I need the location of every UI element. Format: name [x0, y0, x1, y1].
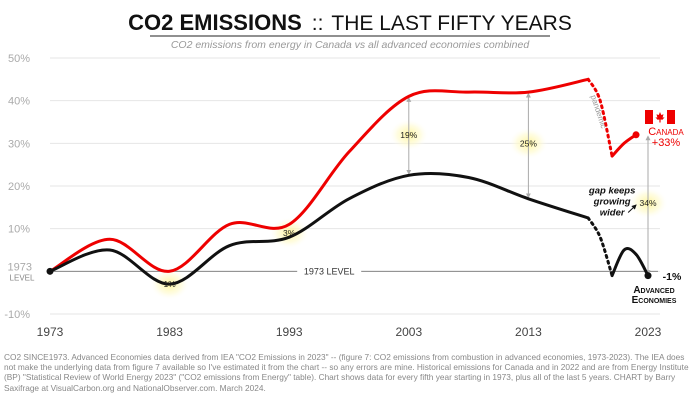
canada-pandemic-line — [586, 77, 614, 158]
y-tick-label: 30% — [8, 138, 30, 150]
gap-value-label: 19% — [400, 130, 417, 140]
y-tick-label: 10% — [8, 224, 30, 236]
y-tick-label: 20% — [8, 181, 30, 193]
y-tick-label: 1973 — [8, 261, 32, 273]
x-tick-label: 1973 — [37, 325, 64, 339]
x-tick-label: 1983 — [156, 325, 183, 339]
advanced-end-point — [644, 272, 652, 280]
chart-title: CO2 EMISSIONS:: THE LAST FIFTY YEARS — [128, 10, 572, 35]
gap-value-label: 3% — [283, 228, 296, 238]
advanced-end-value: -1% — [663, 271, 682, 283]
advanced-line — [48, 171, 590, 286]
gap-value-label: 25% — [520, 138, 537, 148]
reference-line: 1973 LEVEL — [50, 265, 658, 278]
canada-end-point — [632, 131, 640, 139]
x-axis-ticks: 1973 1983 1993 2003 2013 2023 — [37, 325, 662, 339]
y-tick-label: 40% — [8, 96, 30, 108]
canada-recent-line — [610, 133, 638, 158]
series-lines — [46, 77, 652, 286]
title-sep: :: — [312, 12, 324, 35]
start-point — [46, 267, 54, 275]
y-tick-sublabel: LEVEL — [10, 273, 35, 282]
gap-note-arrow — [627, 204, 637, 213]
y-tick-label: 50% — [8, 53, 30, 65]
advanced-end-label: Advanced Economies — [632, 285, 677, 306]
reference-line-label: 1973 LEVEL — [304, 266, 355, 276]
x-tick-label: 2023 — [635, 325, 662, 339]
gap-note: gap keeps growing wider — [588, 186, 635, 219]
canada-line — [48, 77, 590, 273]
advanced-pandemic-line — [586, 216, 614, 278]
gap-value-label: 1% — [163, 279, 176, 289]
chart-subtitle: CO2 emissions from energy in Canada vs a… — [171, 39, 531, 51]
canada-end-label: Canada — [648, 126, 684, 138]
x-tick-label: 1993 — [276, 325, 303, 339]
gap-value-label: 34% — [639, 198, 656, 208]
x-tick-label: 2003 — [395, 325, 422, 339]
gap-arrows — [406, 92, 651, 276]
reference-label-bg — [297, 265, 362, 278]
y-tick-label: -10% — [4, 309, 30, 321]
pandemic-label: pandemic — [589, 94, 608, 130]
x-tick-label: 2013 — [515, 325, 542, 339]
title-rest: THE LAST FIFTY YEARS — [331, 12, 571, 35]
advanced-recent-line — [610, 247, 650, 278]
canada-flag-icon — [645, 110, 675, 124]
canada-end-value: +33% — [652, 137, 681, 149]
title-main: CO2 EMISSIONS — [128, 10, 302, 35]
footnote: CO2 SINCE1973. Advanced Economies data d… — [4, 352, 689, 393]
